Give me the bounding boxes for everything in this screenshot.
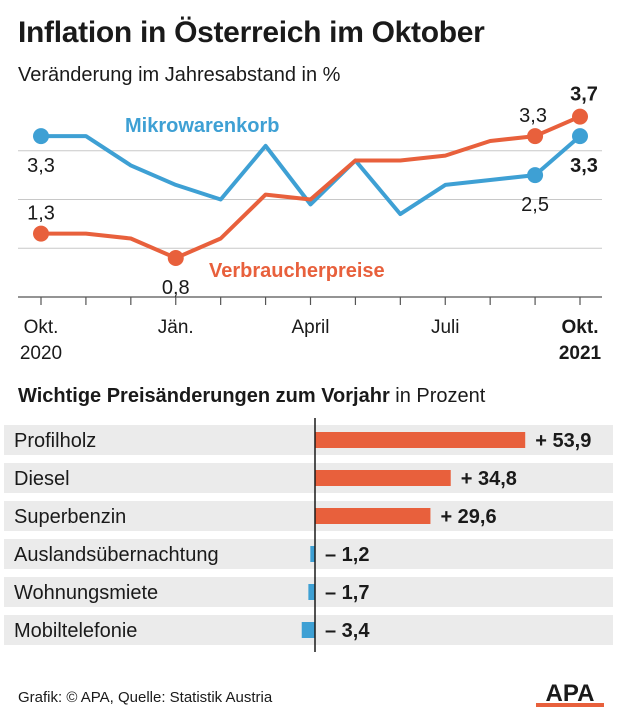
x-tick-label: April	[291, 317, 329, 338]
category-label: Profilholz	[14, 430, 96, 452]
bar	[315, 470, 451, 486]
value-label: – 1,7	[325, 582, 369, 604]
bar	[301, 622, 315, 638]
bar-chart-heading-bold: Wichtige Preisänderungen zum Vorjahr	[18, 385, 390, 407]
table-row	[4, 539, 613, 569]
table-row	[4, 501, 613, 531]
data-point	[572, 108, 588, 125]
source-footer: Grafik: © APA, Quelle: Statistik Austria	[18, 689, 273, 706]
x-tick-label: 2021	[559, 343, 602, 364]
data-label: 0,8	[162, 277, 190, 299]
data-point	[167, 250, 184, 266]
value-label: – 1,2	[325, 544, 369, 566]
value-label: – 3,4	[325, 620, 370, 642]
data-point	[33, 128, 49, 145]
bar	[315, 508, 431, 524]
data-label: 1,3	[27, 203, 55, 225]
data-label: 3,7	[570, 84, 598, 106]
logo-text: APA	[546, 681, 595, 707]
bar	[310, 546, 315, 562]
bar-chart: Profilholz Diesel Superbenzin Auslandsübern…	[4, 418, 613, 652]
table-row	[4, 463, 613, 493]
x-tick-label: Okt.	[24, 317, 59, 338]
value-label: + 29,6	[440, 506, 496, 528]
x-tick-label: 2020	[20, 343, 62, 364]
bar-chart-heading-unit: in Prozent	[389, 385, 486, 407]
category-label: Wohnungsmiete	[14, 582, 158, 604]
data-point	[527, 128, 544, 145]
x-tick-label: Juli	[431, 317, 460, 338]
value-label: + 34,8	[461, 468, 517, 490]
category-label: Diesel	[14, 468, 70, 490]
series-line	[39, 134, 582, 217]
data-label: 3,3	[27, 155, 55, 177]
data-point	[33, 225, 49, 242]
category-label: Auslandsübernachtung	[14, 544, 219, 566]
data-label: 2,5	[521, 194, 549, 216]
logo-underline	[536, 703, 604, 707]
bar	[308, 584, 315, 600]
x-tick-label: Okt.	[562, 317, 599, 338]
series-name-label: Verbraucherpreise	[209, 260, 385, 282]
apa-logo: APA	[536, 681, 604, 707]
category-label: Superbenzin	[14, 506, 126, 528]
series-name-label: Mikrowarenkorb	[125, 115, 279, 137]
category-label: Mobiltelefonie	[14, 620, 137, 642]
data-label: 3,3	[519, 105, 547, 127]
series-line	[39, 114, 582, 260]
x-tick-label: Jän.	[158, 317, 194, 338]
chart-title: Inflation in Österreich im Oktober	[18, 16, 485, 49]
data-point	[572, 128, 588, 145]
value-label: + 53,9	[535, 430, 591, 452]
data-label: 3,3	[570, 155, 598, 177]
bar-chart-heading: Wichtige Preisänderungen zum Vorjahr in …	[18, 385, 485, 408]
data-point	[527, 167, 544, 184]
bar	[315, 432, 526, 448]
line-chart: Okt. 2020 Jän. April Juli Okt. 2021 3,3 2,5 3,3 Mi…	[18, 84, 602, 364]
chart-subtitle: Veränderung im Jahresabstand in %	[18, 64, 341, 86]
